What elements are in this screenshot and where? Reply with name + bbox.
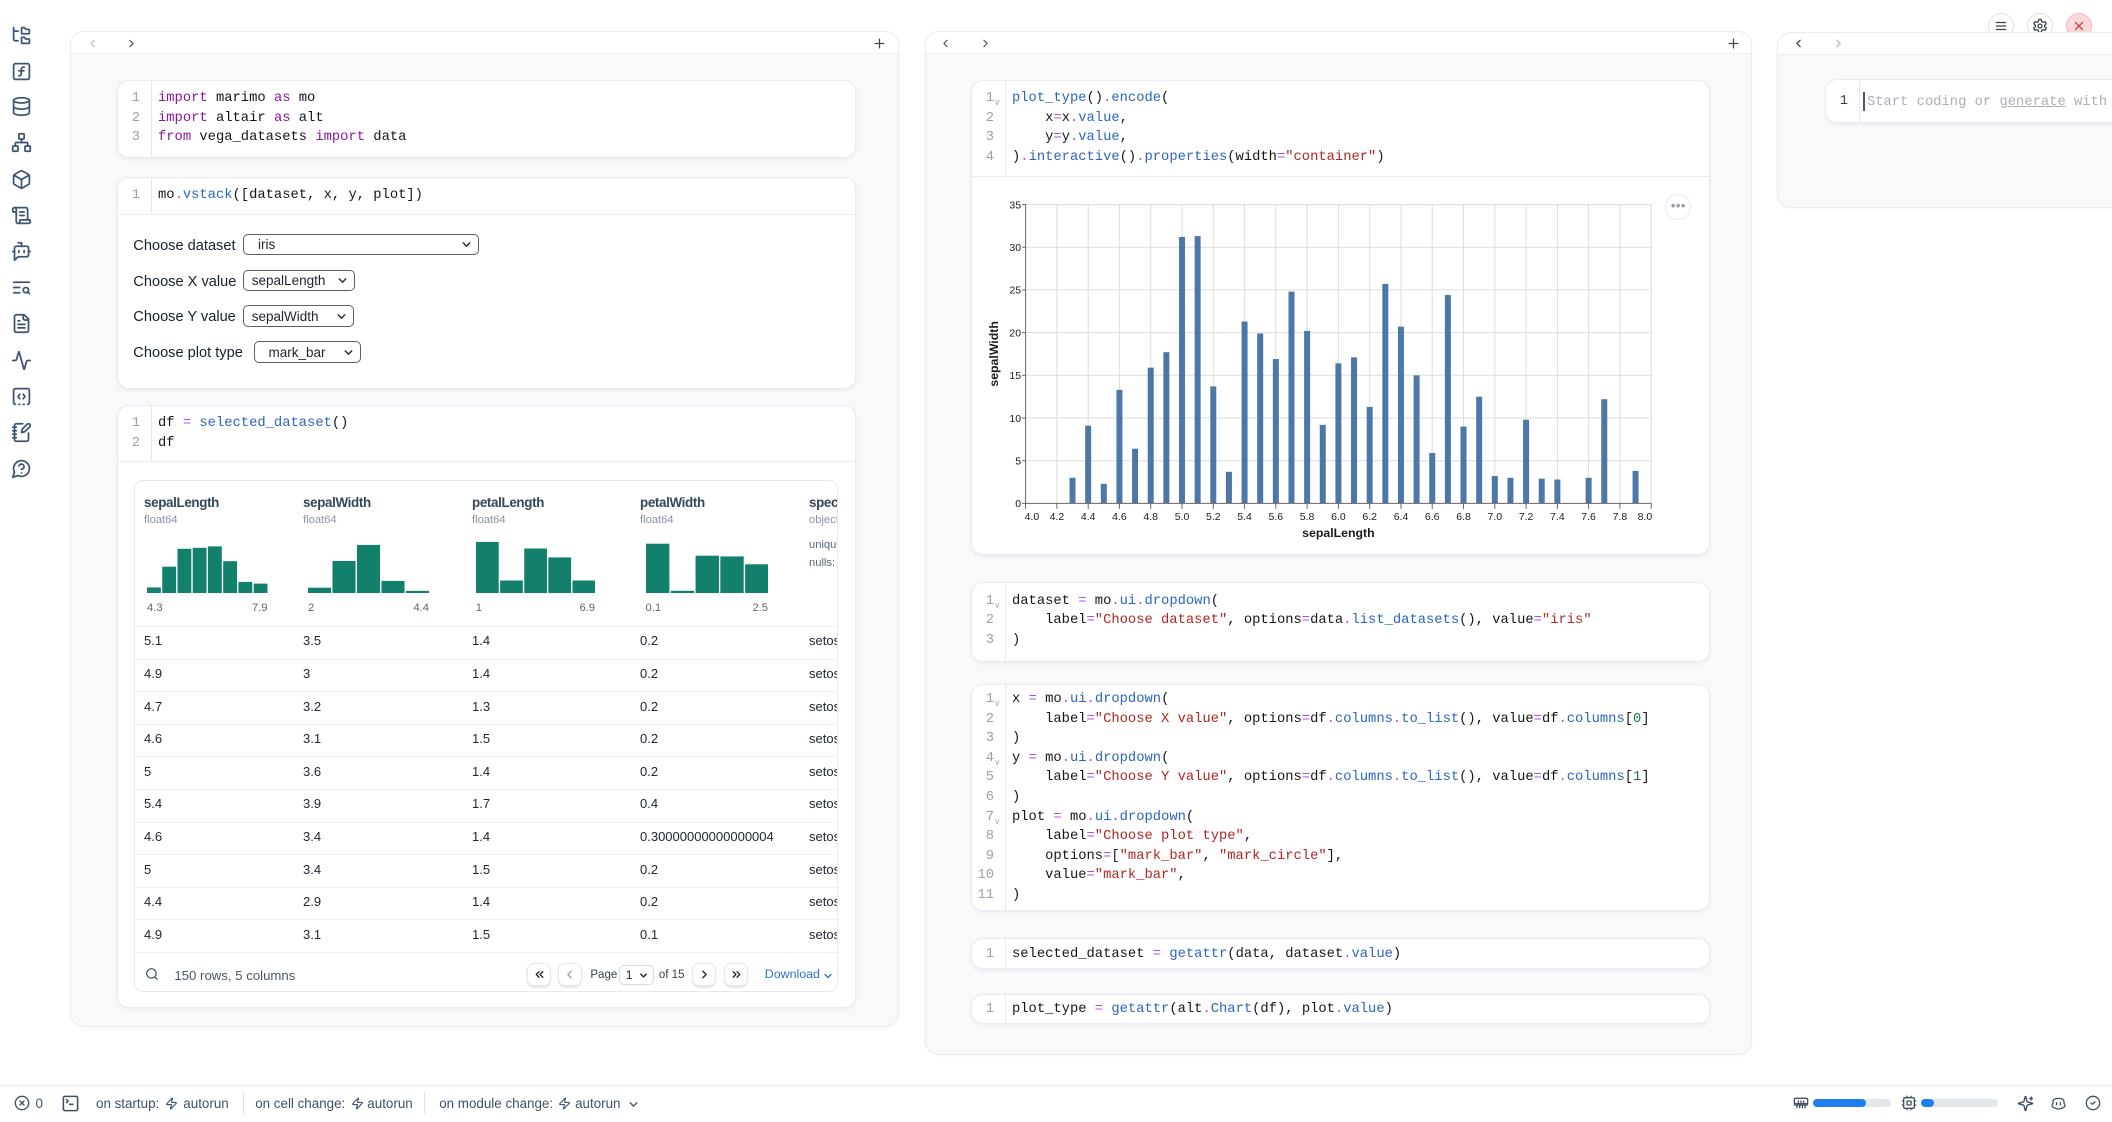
svg-text:6.2: 6.2 xyxy=(1362,510,1377,522)
svg-text:sepalWidth: sepalWidth xyxy=(987,321,1001,386)
svg-text:25: 25 xyxy=(1009,284,1021,296)
svg-text:7.0: 7.0 xyxy=(1487,510,1502,522)
svg-text:4.8: 4.8 xyxy=(1143,510,1158,522)
svg-text:6.8: 6.8 xyxy=(1456,510,1471,522)
svg-text:5.0: 5.0 xyxy=(1175,510,1190,522)
svg-text:7.8: 7.8 xyxy=(1613,510,1628,522)
svg-text:30: 30 xyxy=(1009,242,1021,254)
svg-text:sepalLength: sepalLength xyxy=(1302,525,1374,539)
svg-text:4.0: 4.0 xyxy=(1025,510,1040,522)
svg-text:5.8: 5.8 xyxy=(1300,510,1315,522)
svg-text:0: 0 xyxy=(1015,498,1021,510)
svg-text:6.0: 6.0 xyxy=(1331,510,1346,522)
svg-text:4.2: 4.2 xyxy=(1050,510,1065,522)
svg-text:6.4: 6.4 xyxy=(1394,510,1409,522)
svg-text:4.6: 4.6 xyxy=(1112,510,1127,522)
svg-text:7.2: 7.2 xyxy=(1519,510,1534,522)
svg-text:10: 10 xyxy=(1009,412,1021,424)
svg-text:5.4: 5.4 xyxy=(1237,510,1252,522)
svg-text:8.0: 8.0 xyxy=(1638,510,1653,522)
svg-text:35: 35 xyxy=(1009,199,1021,211)
svg-text:4.4: 4.4 xyxy=(1081,510,1096,522)
svg-text:7.4: 7.4 xyxy=(1550,510,1565,522)
svg-text:5.6: 5.6 xyxy=(1268,510,1283,522)
svg-text:15: 15 xyxy=(1009,370,1021,382)
svg-text:5: 5 xyxy=(1015,455,1021,467)
svg-text:5.2: 5.2 xyxy=(1206,510,1221,522)
svg-text:20: 20 xyxy=(1009,327,1021,339)
svg-text:6.6: 6.6 xyxy=(1425,510,1440,522)
svg-text:7.6: 7.6 xyxy=(1581,510,1596,522)
